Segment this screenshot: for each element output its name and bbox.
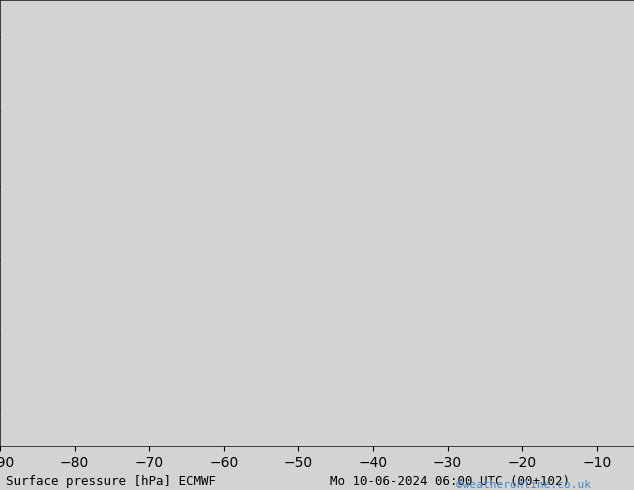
Text: Mo 10-06-2024 06:00 UTC (00+102): Mo 10-06-2024 06:00 UTC (00+102) <box>330 474 570 488</box>
Text: ©weatheronline.co.uk: ©weatheronline.co.uk <box>456 480 592 490</box>
Text: Surface pressure [hPa] ECMWF: Surface pressure [hPa] ECMWF <box>6 474 216 488</box>
